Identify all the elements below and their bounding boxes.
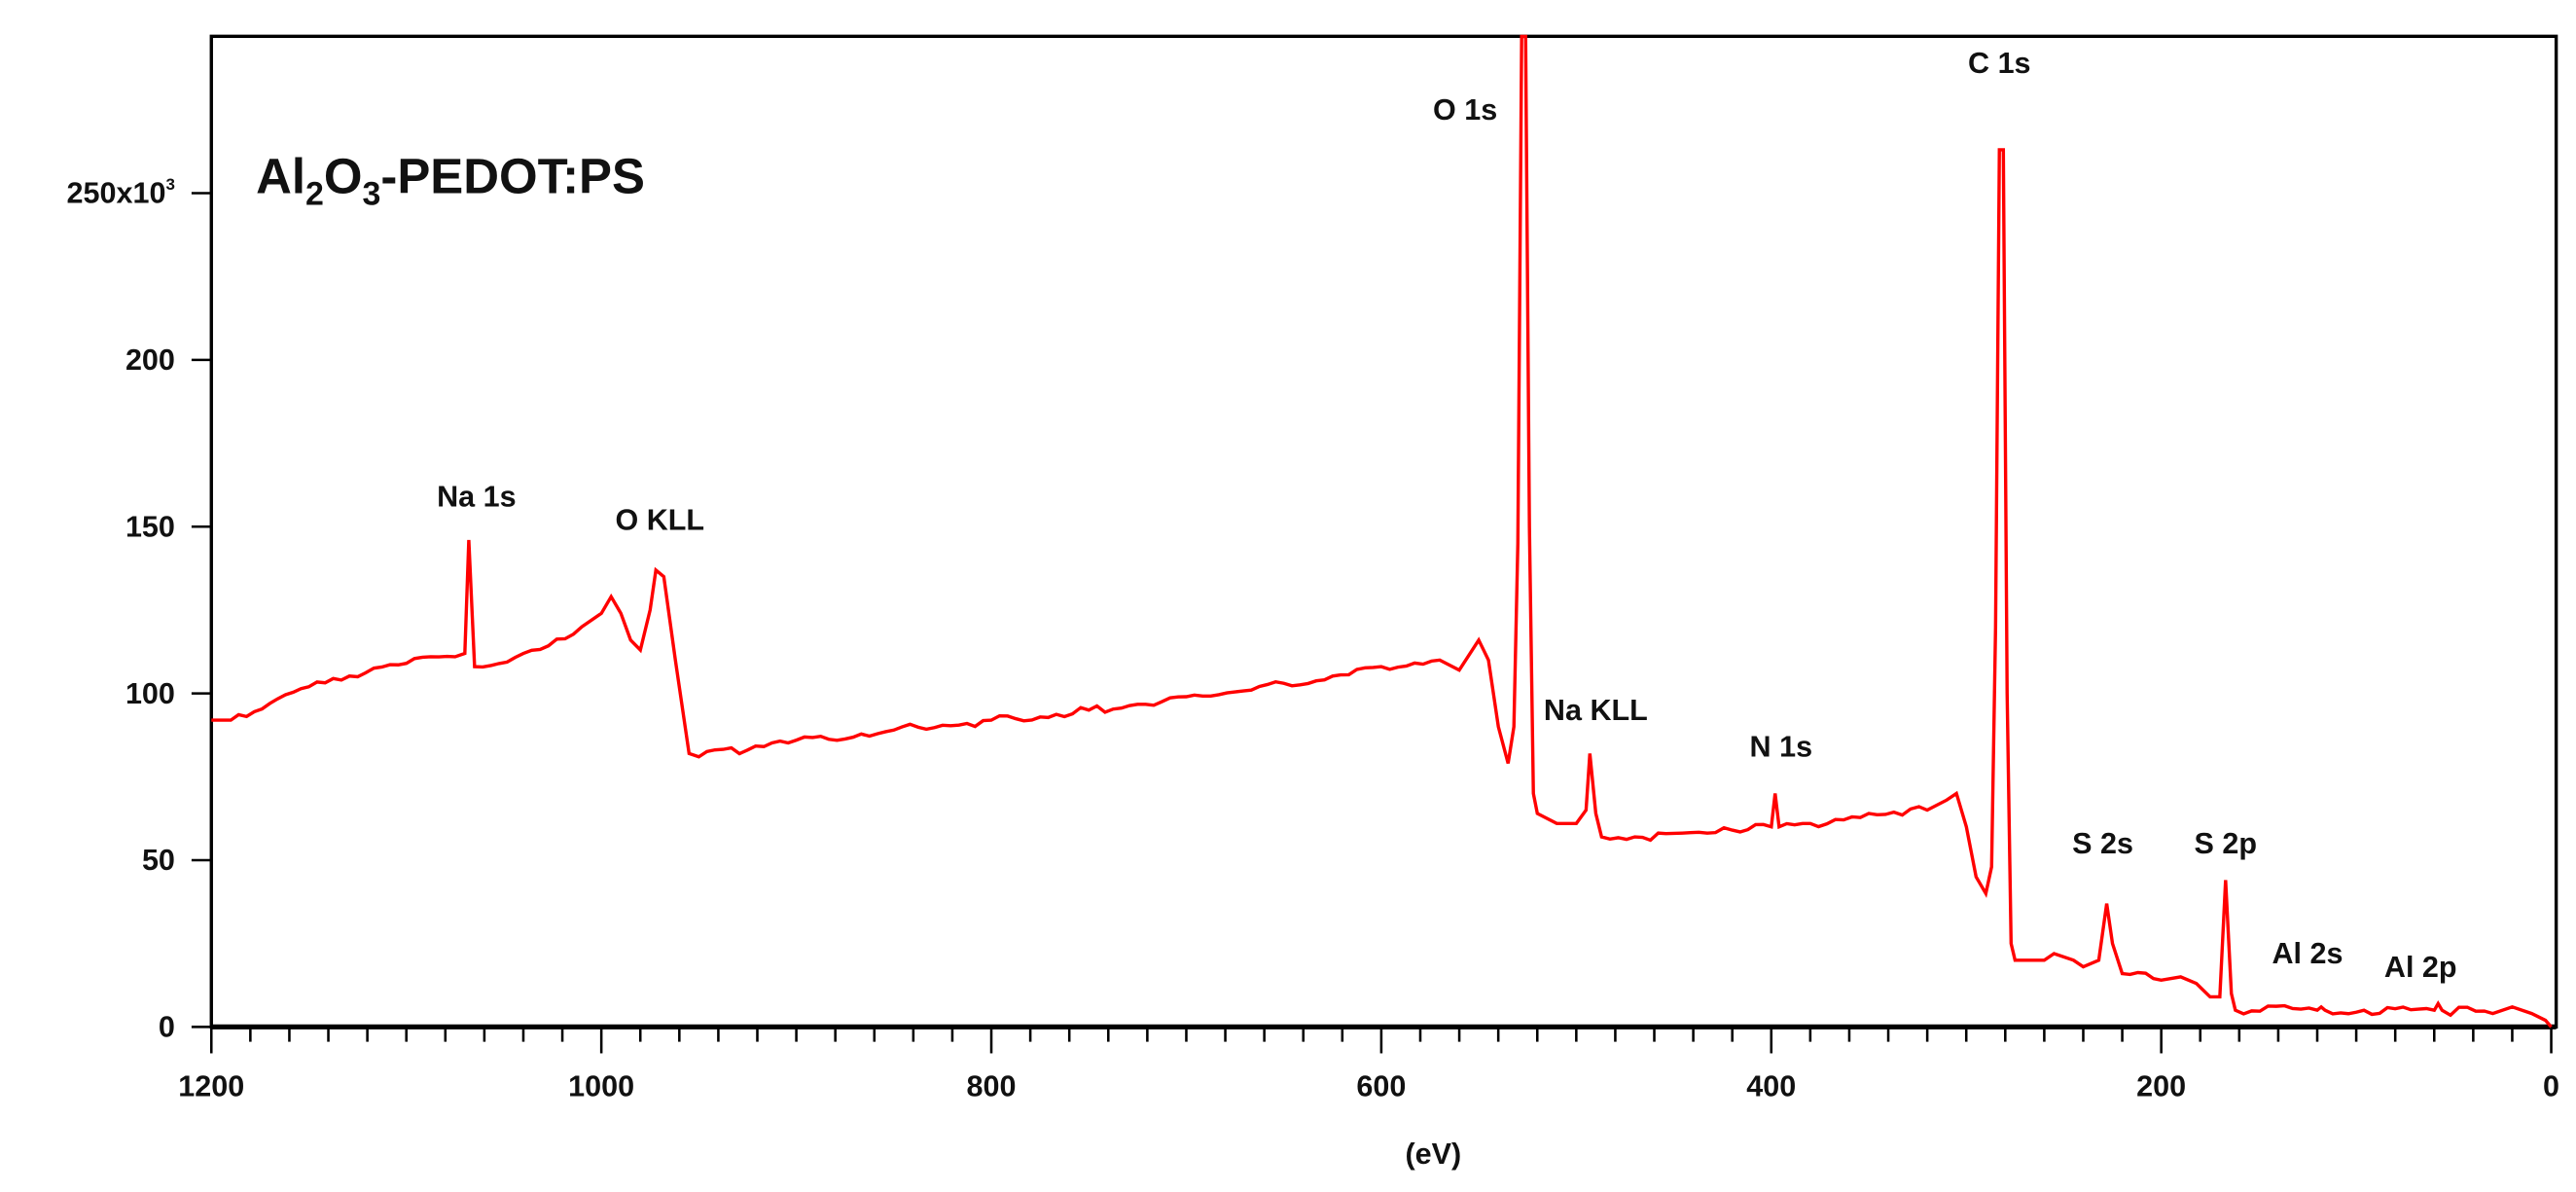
peak-label: Na 1s: [437, 481, 517, 514]
x-tick-label: 0: [2543, 1070, 2559, 1103]
axes: 1200 1000 800 600 400 200 0 0 50 100 150 200 250x103: [67, 34, 2559, 1103]
x-tick-label: 400: [1746, 1070, 1796, 1103]
y-tick-label: 200: [125, 343, 175, 377]
peak-label: S 2p: [2195, 827, 2257, 860]
x-axis-label: (eV): [1406, 1138, 1462, 1171]
peak-label: O KLL: [615, 504, 704, 537]
y-tick-label: 0: [159, 1011, 175, 1044]
y-tick-label: 250x103: [67, 175, 175, 210]
peak-labels: Na 1s O KLL O 1s C 1s Na KLL N 1s S 2s S 2p Al 2…: [437, 47, 2456, 984]
x-tick-label: 600: [1356, 1070, 1406, 1103]
peak-label: N 1s: [1750, 731, 1813, 764]
peak-label: Al 2s: [2272, 937, 2343, 970]
peak-label: O 1s: [1433, 93, 1497, 126]
x-tick-label: 1200: [178, 1070, 244, 1103]
y-tick-label: 100: [125, 677, 175, 710]
y-tick-label: 50: [142, 844, 175, 877]
peak-label: C 1s: [1968, 47, 2031, 80]
chart-title: Al2O3-PEDOT:PS: [256, 149, 645, 213]
y-tick-label: 150: [125, 510, 175, 543]
peak-label: Na KLL: [1544, 694, 1648, 727]
peak-label: S 2s: [2072, 827, 2133, 860]
x-tick-label: 800: [967, 1070, 1017, 1103]
spectrum-line: [211, 34, 2553, 1029]
x-tick-label: 200: [2136, 1070, 2186, 1103]
x-tick-label: 1000: [568, 1070, 634, 1103]
peak-label: Al 2p: [2384, 951, 2457, 984]
